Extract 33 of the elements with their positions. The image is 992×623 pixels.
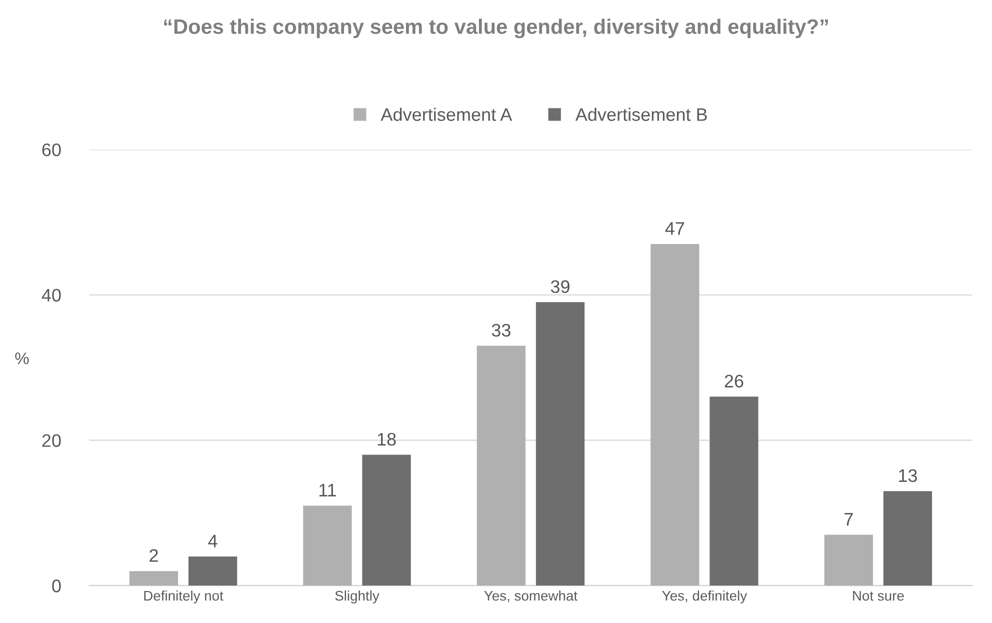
data-label: 26: [724, 374, 744, 388]
bar: [536, 302, 585, 586]
legend-label: Advertisement A: [380, 108, 512, 121]
y-tick-label: 20: [42, 434, 61, 447]
bar: [883, 491, 932, 586]
data-label: 39: [550, 280, 570, 294]
data-label: 4: [208, 534, 218, 548]
bar: [129, 571, 178, 586]
bar: [824, 534, 873, 586]
data-label: 47: [665, 222, 684, 235]
bar: [650, 244, 700, 586]
data-label: 11: [319, 484, 336, 496]
x-tick-label: Slightly: [335, 590, 380, 604]
y-tick-label: 40: [42, 288, 61, 302]
x-tick-label: Yes, somewhat: [484, 590, 578, 602]
bar: [188, 556, 238, 586]
data-label: 2: [150, 549, 158, 562]
bar: [303, 506, 352, 586]
y-axis-title: %: [15, 352, 29, 364]
y-tick-label: 60: [42, 143, 61, 156]
x-tick-label: Not sure: [853, 590, 904, 601]
data-label: 18: [378, 432, 396, 446]
chart-title: “Does this company seem to value gender, diversity and equality?”: [164, 18, 828, 38]
bar: [476, 346, 526, 586]
data-label: 33: [492, 324, 510, 337]
bar: [362, 454, 411, 586]
data-label: 7: [844, 513, 853, 526]
legend-label: Advertisement B: [575, 108, 707, 121]
x-tick-label: Yes, definitely: [662, 590, 748, 604]
x-tick-label: Definitely not: [144, 590, 224, 604]
data-label: 13: [899, 469, 917, 482]
y-tick-label: 0: [52, 580, 61, 592]
bar: [710, 396, 758, 586]
